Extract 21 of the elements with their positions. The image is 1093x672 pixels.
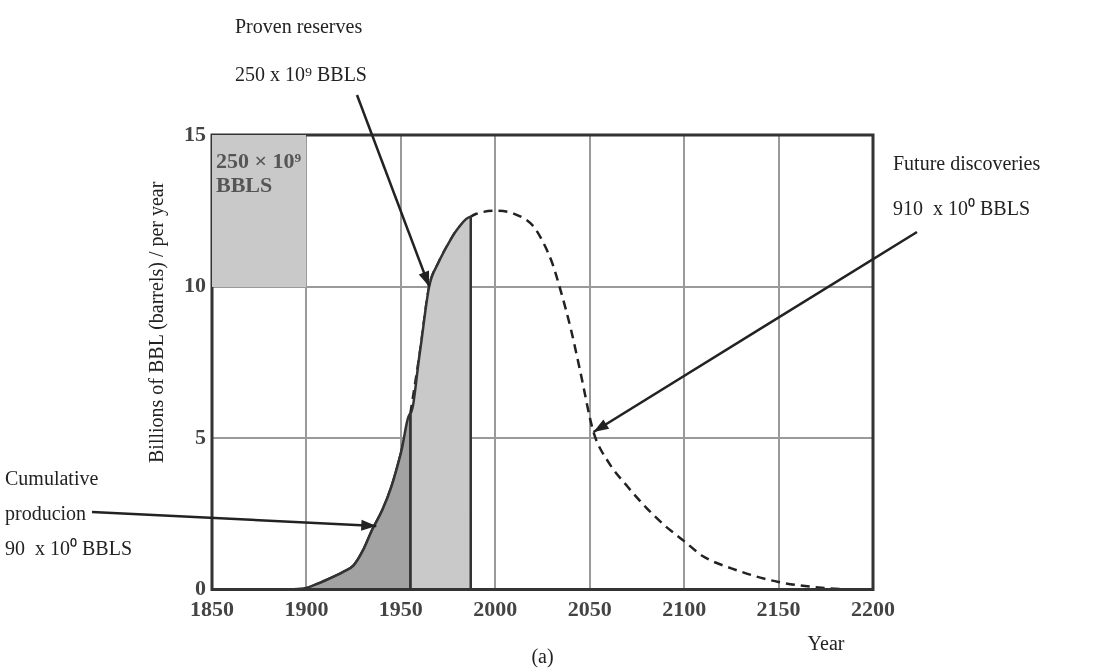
x-axis-title: Year xyxy=(807,632,845,655)
x-tick-label: 2150 xyxy=(756,596,801,622)
text: (a) xyxy=(531,645,554,669)
annotation: 910 x 10⁰ BBLS xyxy=(893,197,1031,220)
annotation: producion xyxy=(5,502,87,526)
text: Cumulative xyxy=(5,467,99,490)
shaded-box: 250 × 10⁹ BBLS xyxy=(212,135,307,287)
x-tick-label: 1950 xyxy=(378,596,423,622)
y-tick-label: 10 xyxy=(184,272,206,298)
y-tick-label: 5 xyxy=(195,423,206,449)
y-tick-label: 15 xyxy=(184,120,206,146)
text: Proven reserves xyxy=(235,15,363,38)
text: 90 x 10⁰ BBLS xyxy=(5,537,133,560)
x-tick-label: 2000 xyxy=(473,596,518,622)
annotation: 250 x 10⁹ BBLS xyxy=(235,63,367,86)
text: Future discoveries xyxy=(893,152,1041,175)
x-tick-label: 2050 xyxy=(567,596,612,622)
x-tick-label: 2200 xyxy=(851,596,895,622)
x-tick-label: 1900 xyxy=(284,596,329,622)
x-tick-label: 2100 xyxy=(662,596,707,622)
y-axis-title: Billions of BBL (barrels) / per year xyxy=(145,181,169,463)
